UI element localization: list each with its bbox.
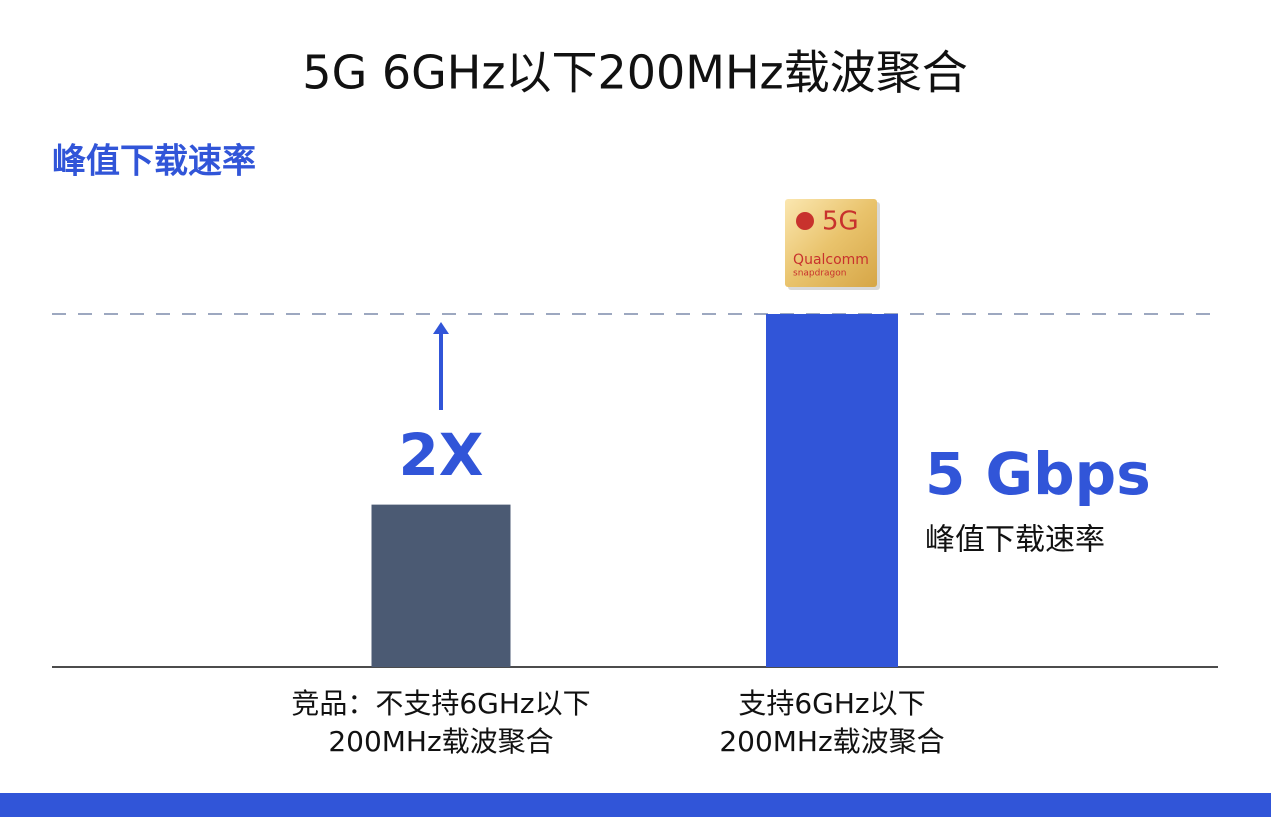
chart-title: 5G 6GHz以下200MHz载波聚合 xyxy=(302,46,967,100)
arrow-head xyxy=(433,322,449,334)
footer-band xyxy=(0,793,1271,817)
logo-icon xyxy=(796,212,814,230)
x-tick-label: 支持6GHz以下 200MHz载波聚合 xyxy=(719,687,945,758)
chart-subtitle: 峰值下载速率 xyxy=(52,142,256,182)
badge-brand: Qualcomm xyxy=(793,252,869,268)
badge-product: snapdragon xyxy=(793,269,846,279)
value-sublabel: 峰值下载速率 xyxy=(925,523,1105,558)
badge-label: 5G xyxy=(822,207,859,237)
x-tick-label: 竞品：不支持6GHz以下 200MHz载波聚合 xyxy=(291,687,591,758)
annotation: 2X xyxy=(398,421,483,489)
value-label: 5 Gbps xyxy=(925,440,1151,508)
bar xyxy=(371,504,511,667)
badge: 5G Qualcomm snapdragon xyxy=(785,199,880,290)
bar xyxy=(766,314,898,667)
